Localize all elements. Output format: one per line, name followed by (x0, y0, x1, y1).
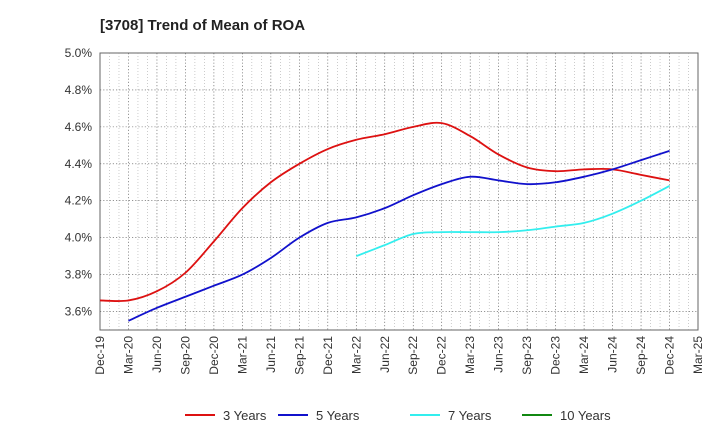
series-line-3-years (99, 121, 670, 303)
y-tick-label: 4.0% (65, 231, 93, 245)
series-lines (99, 121, 670, 322)
x-tick-label: Jun-22 (378, 336, 392, 373)
x-tick-label: Dec-24 (663, 336, 677, 375)
plot-area (99, 52, 699, 331)
x-tick-label: Dec-20 (207, 336, 221, 375)
x-tick-label: Mar-23 (463, 336, 477, 374)
y-tick-label: 3.8% (65, 268, 93, 282)
series-line-7-years (355, 185, 670, 257)
x-tick-label: Dec-21 (321, 336, 335, 375)
x-tick-label: Mar-20 (121, 336, 135, 374)
y-axis-ticks: 3.6% 3.8% 4.0% 4.2% 4.4% 4.6% 4.8% 5.0% (65, 46, 93, 319)
x-tick-label: Sep-21 (292, 336, 306, 375)
x-tick-label: Dec-19 (93, 336, 107, 375)
y-tick-label: 4.2% (65, 194, 93, 208)
x-tick-label: Mar-25 (691, 336, 705, 374)
x-tick-label: Mar-22 (349, 336, 363, 374)
legend: 3 Years 5 Years 7 Years 10 Years (185, 408, 611, 423)
legend-label-3-years: 3 Years (223, 408, 267, 423)
x-tick-label: Jun-24 (606, 336, 620, 373)
x-tick-label: Mar-21 (235, 336, 249, 374)
x-tick-label: Sep-23 (520, 336, 534, 375)
x-tick-label: Sep-24 (634, 336, 648, 375)
legend-label-5-years: 5 Years (316, 408, 360, 423)
x-tick-label: Jun-23 (492, 336, 506, 373)
x-tick-label: Jun-21 (264, 336, 278, 373)
x-tick-label: Dec-23 (549, 336, 563, 375)
legend-label-7-years: 7 Years (448, 408, 492, 423)
x-tick-label: Mar-24 (577, 336, 591, 374)
x-axis-ticks: Dec-19 Mar-20 Jun-20 Sep-20 Dec-20 Mar-21 Jun-… (93, 336, 705, 375)
y-tick-label: 4.6% (65, 120, 93, 134)
x-tick-label: Sep-22 (406, 336, 420, 375)
y-tick-label: 5.0% (65, 46, 93, 60)
x-tick-label: Jun-20 (150, 336, 164, 373)
y-tick-label: 4.4% (65, 157, 93, 171)
y-tick-label: 4.8% (65, 83, 93, 97)
y-tick-label: 3.6% (65, 305, 93, 319)
gridlines (100, 53, 698, 330)
x-tick-label: Sep-20 (178, 336, 192, 375)
legend-label-10-years: 10 Years (560, 408, 611, 423)
chart-title: [3708] Trend of Mean of ROA (100, 17, 305, 34)
x-tick-label: Dec-22 (435, 336, 449, 375)
series-line-5-years (128, 150, 670, 322)
